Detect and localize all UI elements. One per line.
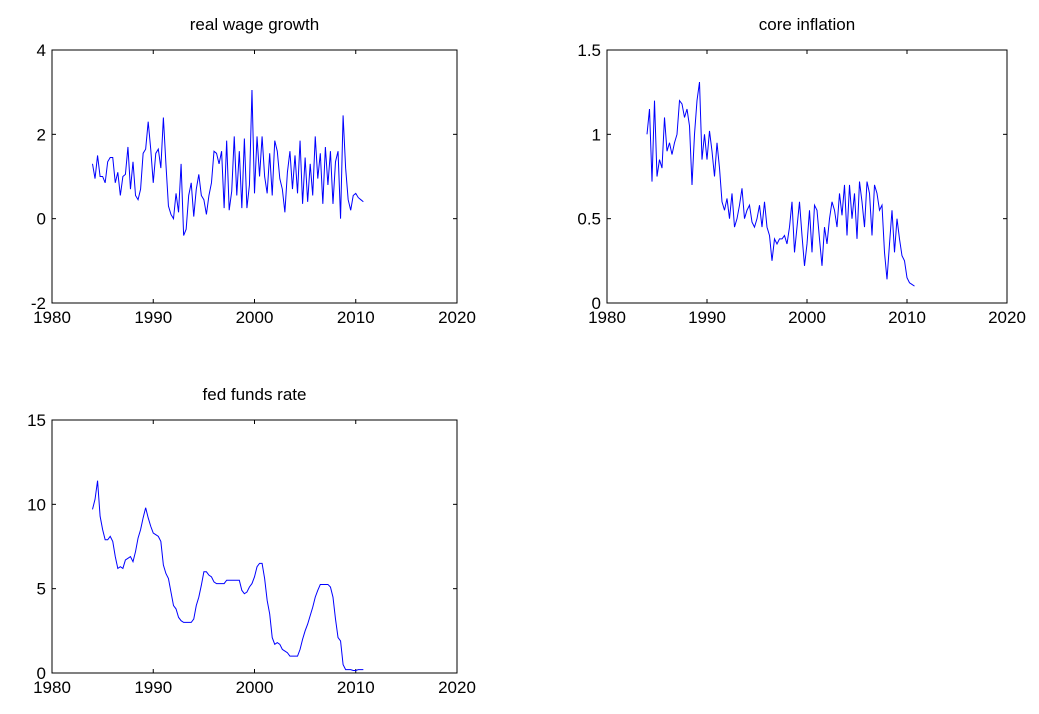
x-tick-label: 1980 [33,308,71,327]
subplot: core inflation 1980 1990 2000 2010 2020 0 0.5 1 1… [577,15,1026,327]
x-tick-label: 2000 [236,308,274,327]
axes-box [606,49,1008,304]
x-tick-label: 1990 [688,308,726,327]
x-tick-label: 2000 [236,678,274,697]
y-tick-label: 10 [27,495,46,514]
subplot: fed funds rate 1980 1990 2000 2010 2020 0 5 10 15 [27,385,476,697]
y-tick-label: 0 [592,294,601,313]
axes-box [51,419,458,674]
x-tick-label: 2000 [788,308,826,327]
y-tick-label: 4 [37,41,46,60]
x-tick-label: 2020 [988,308,1026,327]
y-tick-label: 15 [27,411,46,430]
data-line [646,81,915,287]
y-tick-label: 1.5 [577,41,601,60]
x-tick-label: 2010 [337,678,375,697]
subplot: real wage growth 1980 1990 2000 2010 2020 -2 0 2… [31,15,476,327]
data-line [92,480,364,671]
x-tick-label: 1990 [134,308,172,327]
subplot-title: real wage growth [190,15,319,34]
x-tick-label: 1980 [33,678,71,697]
y-tick-label: -2 [31,294,46,313]
x-tick-label: 2020 [438,678,476,697]
data-line [92,90,364,236]
subplot-title: core inflation [759,15,855,34]
y-tick-label: 1 [592,125,601,144]
x-tick-label: 1990 [134,678,172,697]
x-tick-label: 2010 [888,308,926,327]
y-tick-label: 0.5 [577,210,601,229]
y-tick-label: 0 [37,210,46,229]
subplot-title: fed funds rate [203,385,307,404]
x-tick-label: 2010 [337,308,375,327]
x-tick-label: 2020 [438,308,476,327]
x-tick-label: 1980 [588,308,626,327]
y-tick-label: 5 [37,580,46,599]
y-tick-label: 2 [37,125,46,144]
y-tick-label: 0 [37,664,46,683]
